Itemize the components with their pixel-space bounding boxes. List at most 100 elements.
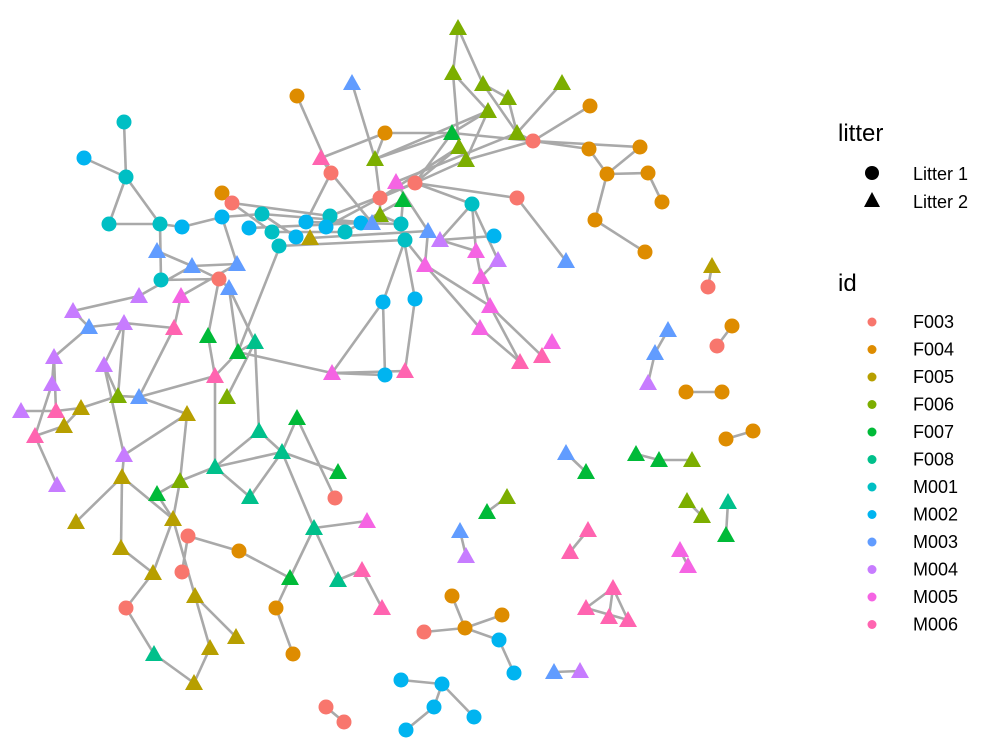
legend-id-swatch-f007	[867, 427, 877, 437]
node-f004-litter-1	[745, 423, 761, 439]
node-f003-litter-1	[700, 279, 716, 295]
node-f005-litter-2	[301, 229, 319, 245]
node-f008-litter-2	[241, 488, 259, 504]
edge-line	[107, 176, 128, 225]
node-f005-litter-2	[112, 539, 130, 555]
edge-line	[331, 371, 386, 377]
legend-id-swatch-f004	[867, 345, 877, 354]
edge-line	[280, 451, 316, 529]
legend-label-litter-1: Litter 1	[913, 164, 968, 184]
node-f003-litter-1	[709, 338, 725, 354]
edge-line	[187, 534, 240, 553]
edge-line	[231, 201, 331, 218]
edge-line	[441, 683, 475, 718]
edge-line	[119, 476, 124, 549]
node-m005-litter-2	[679, 557, 697, 573]
node-m004-litter-2	[45, 348, 63, 364]
legend-id-label-f008: F008	[913, 450, 954, 470]
node-f008-litter-2	[250, 422, 268, 438]
node-f008-litter-2	[145, 645, 163, 661]
legend-id-swatch-m006	[867, 620, 877, 629]
edge-line	[594, 218, 646, 254]
node-f005-litter-2	[113, 468, 131, 484]
node-f006-litter-2	[457, 151, 475, 167]
node-m004-litter-2	[130, 287, 148, 303]
edge-line	[381, 239, 407, 303]
node-m002-litter-1	[486, 228, 502, 244]
node-f007-litter-2	[199, 327, 217, 343]
node-m005-litter-2	[671, 541, 689, 557]
node-m002-litter-1	[426, 699, 442, 715]
edge-line	[124, 607, 156, 655]
node-m006-litter-2	[26, 427, 44, 443]
node-m002-litter-1	[288, 229, 304, 245]
legend-title-litter: litter	[838, 120, 883, 147]
node-m002-litter-1	[466, 709, 482, 725]
node-m004-litter-2	[431, 231, 449, 247]
node-f005-litter-2	[201, 639, 219, 655]
legend-triangle-icon	[864, 192, 880, 207]
edge-line	[225, 341, 257, 398]
node-f004-litter-1	[582, 98, 598, 114]
legend-title-id: id	[838, 270, 857, 297]
legend-id-label-m004: M004	[913, 560, 958, 580]
node-f005-litter-2	[227, 628, 245, 644]
edge-line	[329, 172, 374, 224]
node-m006-litter-2	[206, 367, 224, 383]
legend-id-label-f005: F005	[913, 367, 954, 387]
legend-id-swatch-f005	[867, 372, 877, 382]
node-f004-litter-1	[457, 620, 473, 636]
node-m006-litter-2	[47, 402, 65, 418]
node-m003-litter-2	[363, 214, 381, 230]
node-f007-litter-2	[288, 409, 306, 425]
legend-id-swatch-f003	[867, 317, 877, 327]
node-f008-litter-2	[305, 519, 323, 535]
node-f007-litter-2	[229, 343, 247, 359]
node-f006-litter-2	[450, 138, 468, 154]
edge-line	[253, 341, 261, 432]
edge-line	[330, 301, 385, 374]
node-f006-litter-2	[444, 64, 462, 80]
node-f003-litter-1	[318, 699, 334, 715]
edge-line	[83, 156, 127, 179]
edge-line	[220, 216, 239, 265]
legend-id-swatch-m002	[867, 510, 877, 519]
legend-id-label-f004: F004	[913, 340, 954, 360]
legend-id-label-m005: M005	[913, 587, 958, 607]
edge-line	[470, 203, 500, 261]
edge-line	[456, 27, 485, 85]
node-f003-litter-1	[211, 271, 227, 287]
edge-line	[33, 435, 59, 486]
node-m005-litter-2	[467, 242, 485, 258]
node-m002-litter-1	[174, 219, 190, 235]
node-f004-litter-1	[599, 166, 615, 182]
node-m004-litter-2	[64, 302, 82, 318]
node-m003-litter-2	[557, 444, 575, 460]
node-m002-litter-1	[407, 291, 423, 307]
node-f004-litter-1	[214, 185, 230, 201]
edge-line	[516, 82, 563, 134]
edge-line	[102, 364, 126, 456]
edge-line	[325, 196, 381, 229]
node-f005-litter-2	[178, 405, 196, 421]
node-f004-litter-1	[231, 543, 247, 559]
node-f003-litter-1	[180, 528, 196, 544]
edge-line	[515, 197, 568, 262]
node-m006-litter-2	[619, 611, 637, 627]
legend-id-swatch-m004	[867, 565, 877, 574]
legend-id-swatch-f006	[867, 400, 877, 409]
node-f006-litter-2	[678, 492, 696, 508]
edge-line	[138, 395, 188, 416]
node-m001-litter-1	[101, 216, 117, 232]
node-f006-litter-2	[499, 89, 517, 105]
legend-id-label-m002: M002	[913, 505, 958, 525]
node-f004-litter-1	[714, 384, 730, 400]
edge-line	[278, 238, 406, 248]
edge-line	[394, 181, 430, 232]
node-f003-litter-1	[372, 190, 388, 206]
edge-line	[532, 104, 591, 143]
node-f007-litter-2	[627, 445, 645, 461]
edge-line	[295, 417, 337, 499]
edge-line	[414, 181, 473, 206]
edge-line	[439, 234, 495, 242]
